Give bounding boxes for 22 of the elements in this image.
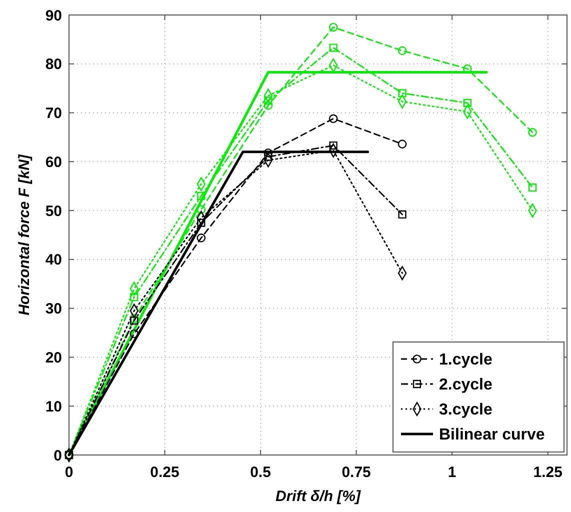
x-tick-label: 0.75 [342, 464, 371, 481]
y-tick-label: 50 [45, 202, 62, 220]
x-tick-label: 0.25 [150, 464, 180, 481]
y-tick-label: 10 [45, 398, 62, 416]
y-tick-label: 70 [45, 105, 62, 122]
legend-label: 2.cycle [439, 376, 492, 394]
y-tick-label: 20 [45, 349, 62, 366]
x-tick-label: 1 [448, 464, 456, 481]
y-tick-label: 90 [45, 7, 62, 24]
legend-label: Bilinear curve [439, 426, 545, 444]
x-tick-label: 1.25 [533, 464, 562, 481]
legend-label: 3.cycle [439, 402, 492, 419]
y-axis-title: Horizontal force F [kN] [16, 154, 33, 316]
legend-label: 1.cycle [439, 352, 492, 369]
y-tick-label: 60 [45, 154, 62, 171]
y-tick-label: 40 [45, 252, 62, 269]
y-tick-label: 0 [54, 447, 62, 464]
x-axis-title: Drift δ/h [%] [276, 488, 362, 505]
y-tick-label: 30 [45, 300, 62, 318]
x-tick-label: 0.5 [250, 464, 271, 481]
x-tick-label: 0 [64, 464, 74, 481]
y-tick-label: 80 [45, 56, 62, 74]
